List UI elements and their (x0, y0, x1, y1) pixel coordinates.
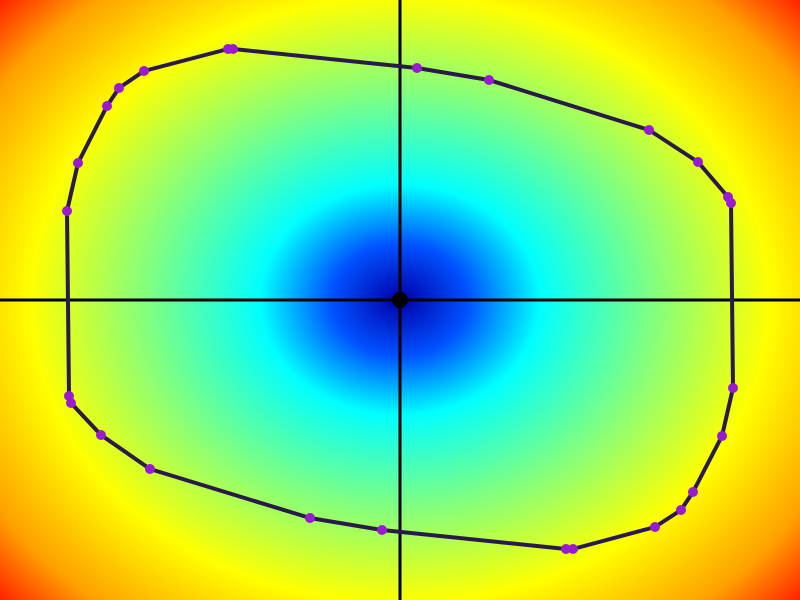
curve-vertex (96, 430, 106, 440)
curve-vertex (102, 101, 112, 111)
curve-vertex (73, 158, 83, 168)
curve-vertex (114, 83, 124, 93)
curve-vertex (676, 505, 686, 515)
curve-vertex (145, 464, 155, 474)
curve-vertex (728, 383, 738, 393)
curve-vertex (717, 431, 727, 441)
curve-vertex (62, 206, 72, 216)
curve-vertex (561, 544, 571, 554)
curve-vertex (568, 544, 578, 554)
curve-vertex (693, 157, 703, 167)
curve-vertex (139, 66, 149, 76)
curve-vertex (228, 44, 238, 54)
curve-vertex (484, 75, 494, 85)
curve-vertex (377, 525, 387, 535)
curve-vertex (412, 63, 422, 73)
origin-point (392, 292, 408, 308)
curve-vertex (726, 198, 736, 208)
curve-vertex (650, 522, 660, 532)
curve-vertex (305, 513, 315, 523)
curve-vertex (644, 125, 654, 135)
curve-vertex (64, 391, 74, 401)
curve-vertices (62, 44, 738, 554)
curve-vertex (688, 487, 698, 497)
